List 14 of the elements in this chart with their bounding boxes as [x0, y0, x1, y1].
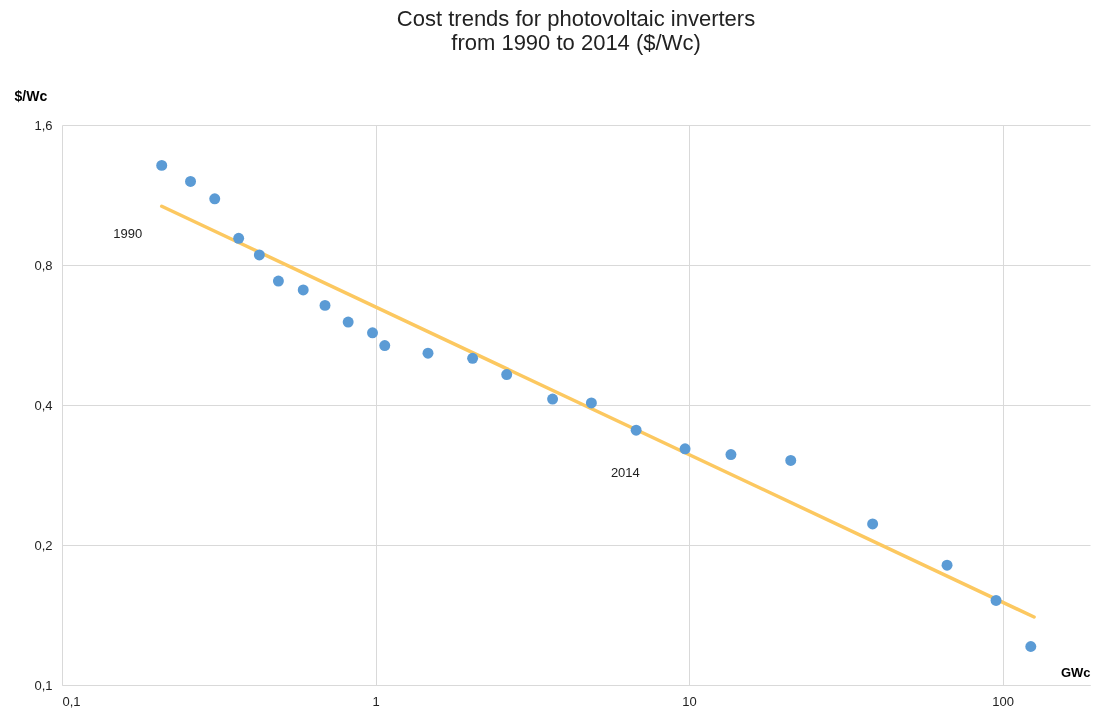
- annotation: 1990: [113, 226, 143, 242]
- x-tick-label: 1: [372, 693, 380, 709]
- y-axis-title: $/Wc: [14, 87, 48, 104]
- y-tick-label: 0,4: [34, 397, 53, 413]
- y-tick-label: 0,1: [34, 677, 53, 693]
- annotation: 2014: [610, 465, 640, 481]
- chart-title: Cost trends for photovoltaic inverters from 1990 to 2014 ($/Wc): [396, 6, 756, 55]
- y-tick-label: 0,2: [34, 537, 53, 553]
- x-tick-label: 10: [682, 693, 697, 709]
- x-axis-title: GWc: [1060, 664, 1091, 680]
- y-tick-label: 1,6: [34, 117, 53, 133]
- y-tick-label: 0,8: [34, 257, 53, 273]
- x-tick-label: 100: [992, 693, 1014, 709]
- x-tick-label: 0,1: [62, 693, 81, 709]
